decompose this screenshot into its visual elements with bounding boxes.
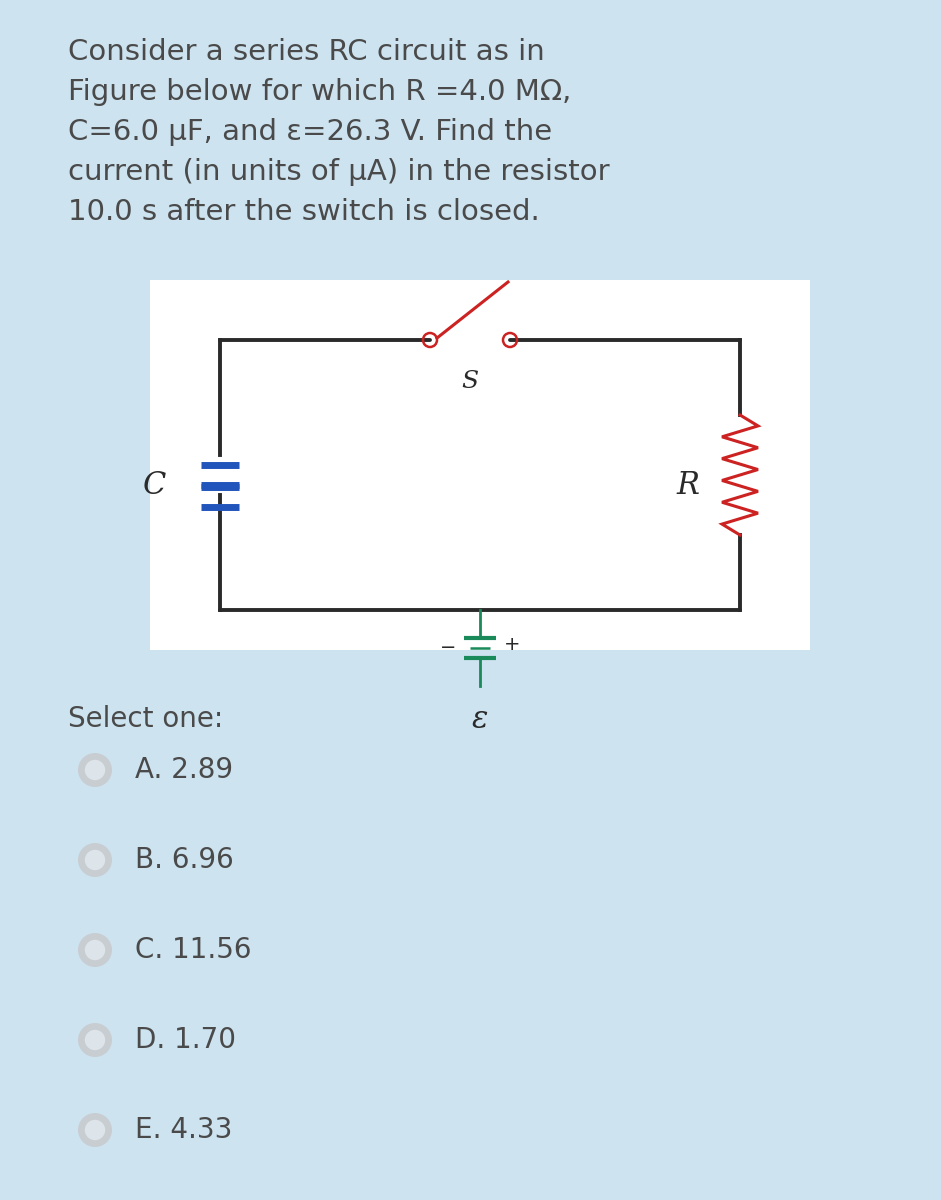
Text: ε: ε <box>471 704 488 734</box>
Text: E. 4.33: E. 4.33 <box>135 1116 232 1144</box>
Text: Consider a series RC circuit as in
Figure below for which R =4.0 MΩ,
C=6.0 μF, a: Consider a series RC circuit as in Figur… <box>68 38 610 227</box>
Text: S: S <box>461 370 479 392</box>
Bar <box>150 280 810 650</box>
Text: C. 11.56: C. 11.56 <box>135 936 251 964</box>
Text: −: − <box>439 638 456 658</box>
Circle shape <box>85 1030 105 1050</box>
Text: +: + <box>504 636 520 654</box>
Circle shape <box>78 842 112 877</box>
Text: Select one:: Select one: <box>68 704 223 733</box>
Circle shape <box>85 850 105 870</box>
Circle shape <box>85 760 105 780</box>
Circle shape <box>78 1114 112 1147</box>
Circle shape <box>78 754 112 787</box>
Circle shape <box>85 1120 105 1140</box>
Text: C: C <box>143 469 167 500</box>
Text: D. 1.70: D. 1.70 <box>135 1026 236 1054</box>
Circle shape <box>85 940 105 960</box>
Text: A. 2.89: A. 2.89 <box>135 756 233 784</box>
Circle shape <box>78 934 112 967</box>
Text: B. 6.96: B. 6.96 <box>135 846 233 874</box>
Text: R: R <box>677 469 699 500</box>
Circle shape <box>78 1022 112 1057</box>
